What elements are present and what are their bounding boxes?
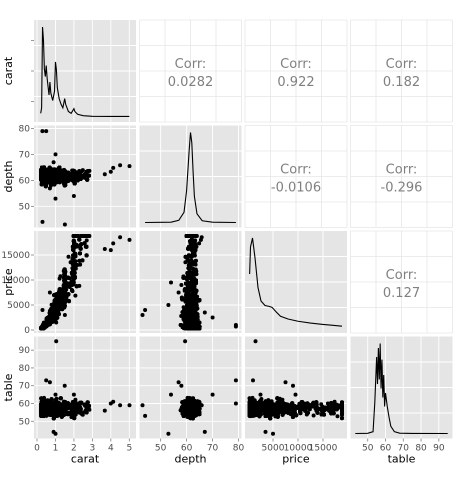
point: [40, 129, 45, 134]
point: [72, 181, 77, 186]
point: [51, 160, 56, 165]
panel-depth-carat: [34, 125, 136, 228]
panel-carat-depth: [139, 19, 242, 123]
point: [80, 175, 85, 180]
point: [71, 194, 76, 198]
point: [84, 238, 89, 243]
corr-label: Corr:: [386, 163, 418, 178]
corr-label: Corr:: [386, 57, 418, 72]
point: [118, 163, 123, 168]
corr-label: Corr:: [175, 57, 207, 72]
corr-value: 0.922: [277, 75, 314, 90]
point: [108, 169, 113, 174]
density-line-carat: [40, 26, 130, 117]
point: [74, 284, 79, 289]
point: [49, 167, 54, 172]
density-line-depth: [145, 132, 236, 224]
point: [62, 183, 67, 188]
panel-depth-depth: [139, 125, 242, 228]
point: [52, 170, 56, 175]
point: [39, 174, 44, 179]
point: [78, 262, 82, 267]
point: [53, 196, 58, 201]
point: [85, 169, 90, 174]
point: [127, 164, 132, 169]
point: [72, 174, 77, 179]
point: [47, 186, 52, 191]
point: [49, 179, 54, 184]
point: [77, 258, 82, 263]
point: [54, 179, 59, 184]
point: [73, 293, 78, 298]
panel-depth-price: [244, 125, 348, 228]
corr-label: Corr:: [280, 163, 312, 178]
point: [74, 170, 79, 175]
point: [71, 169, 76, 174]
panel-price-carat: [34, 231, 136, 333]
point: [43, 174, 48, 179]
point: [67, 171, 71, 176]
point: [66, 254, 71, 259]
point: [63, 169, 68, 174]
points-depth-carat: [39, 129, 132, 227]
points-price-carat: [39, 234, 132, 331]
point: [42, 178, 47, 183]
point: [59, 173, 64, 178]
point: [85, 173, 90, 178]
point: [57, 165, 62, 170]
panel-carat-carat: [34, 20, 136, 122]
point: [102, 172, 107, 177]
point: [78, 170, 82, 175]
point: [43, 184, 48, 189]
point: [44, 129, 49, 134]
point: [57, 276, 62, 281]
panel-depth-table: [350, 125, 453, 228]
corr-value: 0.0282: [168, 75, 214, 90]
point: [75, 178, 80, 183]
point: [63, 177, 68, 182]
point: [51, 175, 56, 180]
corr-value: 0.182: [383, 75, 420, 90]
point: [111, 165, 116, 170]
point: [56, 176, 61, 181]
point: [56, 170, 61, 175]
point: [39, 169, 44, 174]
point: [40, 219, 45, 224]
point: [48, 170, 53, 175]
point: [62, 222, 67, 227]
panel-carat-price: [244, 19, 348, 123]
corr-label: Corr:: [280, 57, 312, 72]
corr-value: -0.296: [381, 181, 423, 196]
point: [82, 241, 87, 246]
point: [57, 180, 62, 185]
corr-value: -0.0106: [271, 181, 321, 196]
point: [53, 152, 58, 157]
